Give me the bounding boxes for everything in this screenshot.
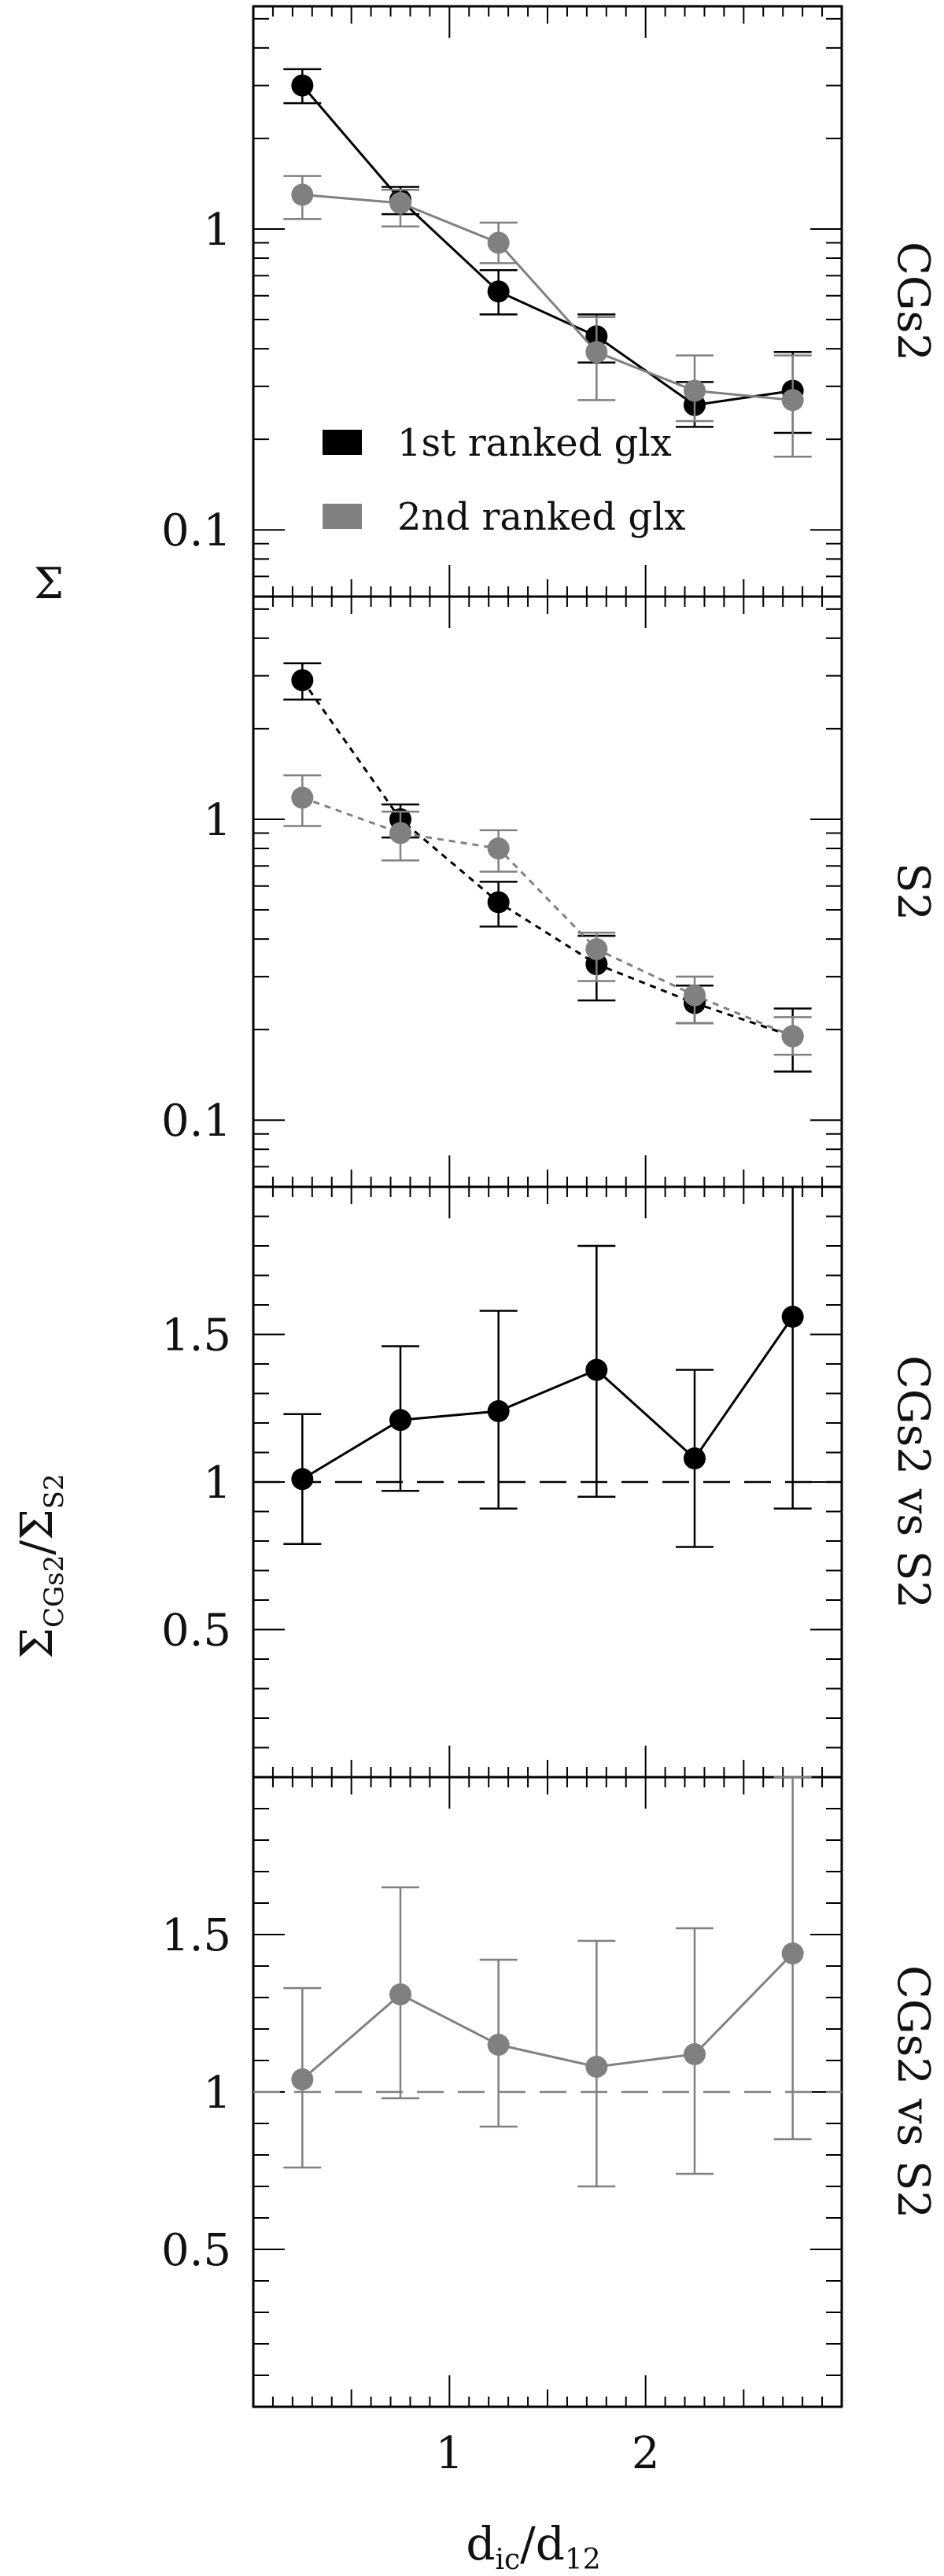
panels: 0.1 1 CGs2 1st ranked glx 2nd ranked glx 0.1 1…	[161, 5, 938, 2479]
panel-label-text: CGs2 vs S2	[887, 1965, 938, 2219]
panel-label: CGs2 vs S2	[887, 1965, 938, 2219]
series-2	[283, 774, 812, 1056]
y-tick-label: 1	[203, 2068, 231, 2119]
data-point	[291, 2068, 314, 2090]
panel-label-text: CGs2	[887, 242, 938, 361]
y-tick-label: 0.5	[161, 1606, 231, 1657]
legend: 1st ranked glx 2nd ranked glx	[323, 421, 686, 539]
data-point	[585, 341, 608, 364]
data-point	[585, 2056, 608, 2078]
data-point	[487, 280, 510, 303]
x-tick-label: 1	[436, 2428, 464, 2479]
data-point	[684, 379, 706, 402]
legend-swatch	[323, 504, 362, 529]
series-line	[301, 1316, 794, 1480]
data-point	[487, 1400, 510, 1422]
svg-text:ΣCGs2/ΣS2: ΣCGs2/ΣS2	[12, 1473, 70, 1658]
y-tick-label: 1.5	[161, 1310, 231, 1362]
series-1	[283, 1185, 812, 1548]
panel-label: S2	[887, 863, 938, 921]
legend-label: 1st ranked glx	[397, 421, 672, 465]
panel-2: 0.1 1 S2	[161, 595, 938, 1188]
panel-label: CGs2	[887, 242, 938, 361]
y-axis-title-bottom-num-sub: CGs2	[39, 1555, 70, 1628]
y-axis-title-bottom-slash: /Σ	[12, 1509, 63, 1554]
y-tick-label: 0.5	[161, 2225, 231, 2276]
x-axis-title: dic/d12	[466, 2517, 600, 2576]
x-tick-label: 2	[632, 2428, 660, 2479]
series-line	[301, 1952, 794, 2081]
y-axis-title-top: Σ	[34, 559, 64, 608]
series-line	[301, 84, 793, 407]
data-point	[291, 183, 314, 206]
data-point	[487, 231, 510, 254]
svg-text:dic/d12: dic/d12	[466, 2517, 600, 2576]
series-1	[283, 68, 812, 434]
y-tick-label: 1.5	[161, 1910, 231, 1961]
series-1	[283, 662, 812, 1073]
data-point	[684, 984, 706, 1007]
series-2	[283, 175, 812, 458]
series-line	[301, 796, 794, 1038]
series-line	[302, 193, 793, 401]
panel-1: 0.1 1 CGs2 1st ranked glx 2nd ranked glx	[161, 5, 938, 598]
y-tick-label: 1	[203, 1458, 231, 1509]
data-point	[389, 1983, 411, 2005]
data-point	[585, 1358, 608, 1381]
data-point	[585, 938, 608, 961]
data-point	[291, 669, 314, 692]
series-line	[301, 679, 794, 1038]
data-point	[781, 1306, 804, 1328]
legend-label: 2nd ranked glx	[397, 495, 686, 539]
panel-label-text: CGs2 vs S2	[887, 1355, 938, 1609]
panel-3: 0.5 1 1.5 CGs2 vs S2	[161, 1185, 938, 1779]
panel-label: CGs2 vs S2	[887, 1355, 938, 1609]
data-point	[487, 837, 510, 860]
data-point	[781, 389, 804, 412]
panel-label-text: S2	[887, 863, 938, 921]
y-tick-label: 0.1	[161, 505, 231, 556]
series-1	[283, 1776, 812, 2188]
panel-4: 0.5 1 1.5 CGs2 vs S2	[161, 1776, 938, 2408]
data-point	[684, 2043, 706, 2065]
y-axis-title-bottom-den-sub: S2	[39, 1473, 70, 1509]
y-tick-label: 1	[203, 795, 231, 846]
data-point	[781, 1942, 804, 1964]
y-axis-title-bottom-num: Σ	[12, 1628, 63, 1659]
data-point	[291, 74, 314, 97]
y-tick-label: 1	[203, 205, 231, 256]
y-tick-label: 0.1	[161, 1096, 231, 1147]
y-axis-title-bottom: ΣCGs2/ΣS2	[12, 1473, 70, 1658]
panel-frame	[252, 595, 843, 1188]
data-point	[487, 2034, 510, 2056]
legend-swatch	[323, 430, 362, 455]
data-point	[781, 1025, 804, 1048]
data-point	[389, 1409, 411, 1432]
data-point	[291, 1468, 314, 1491]
data-point	[389, 191, 411, 214]
data-point	[389, 822, 411, 844]
data-point	[291, 786, 314, 809]
data-point	[684, 1447, 706, 1469]
data-point	[487, 891, 510, 914]
